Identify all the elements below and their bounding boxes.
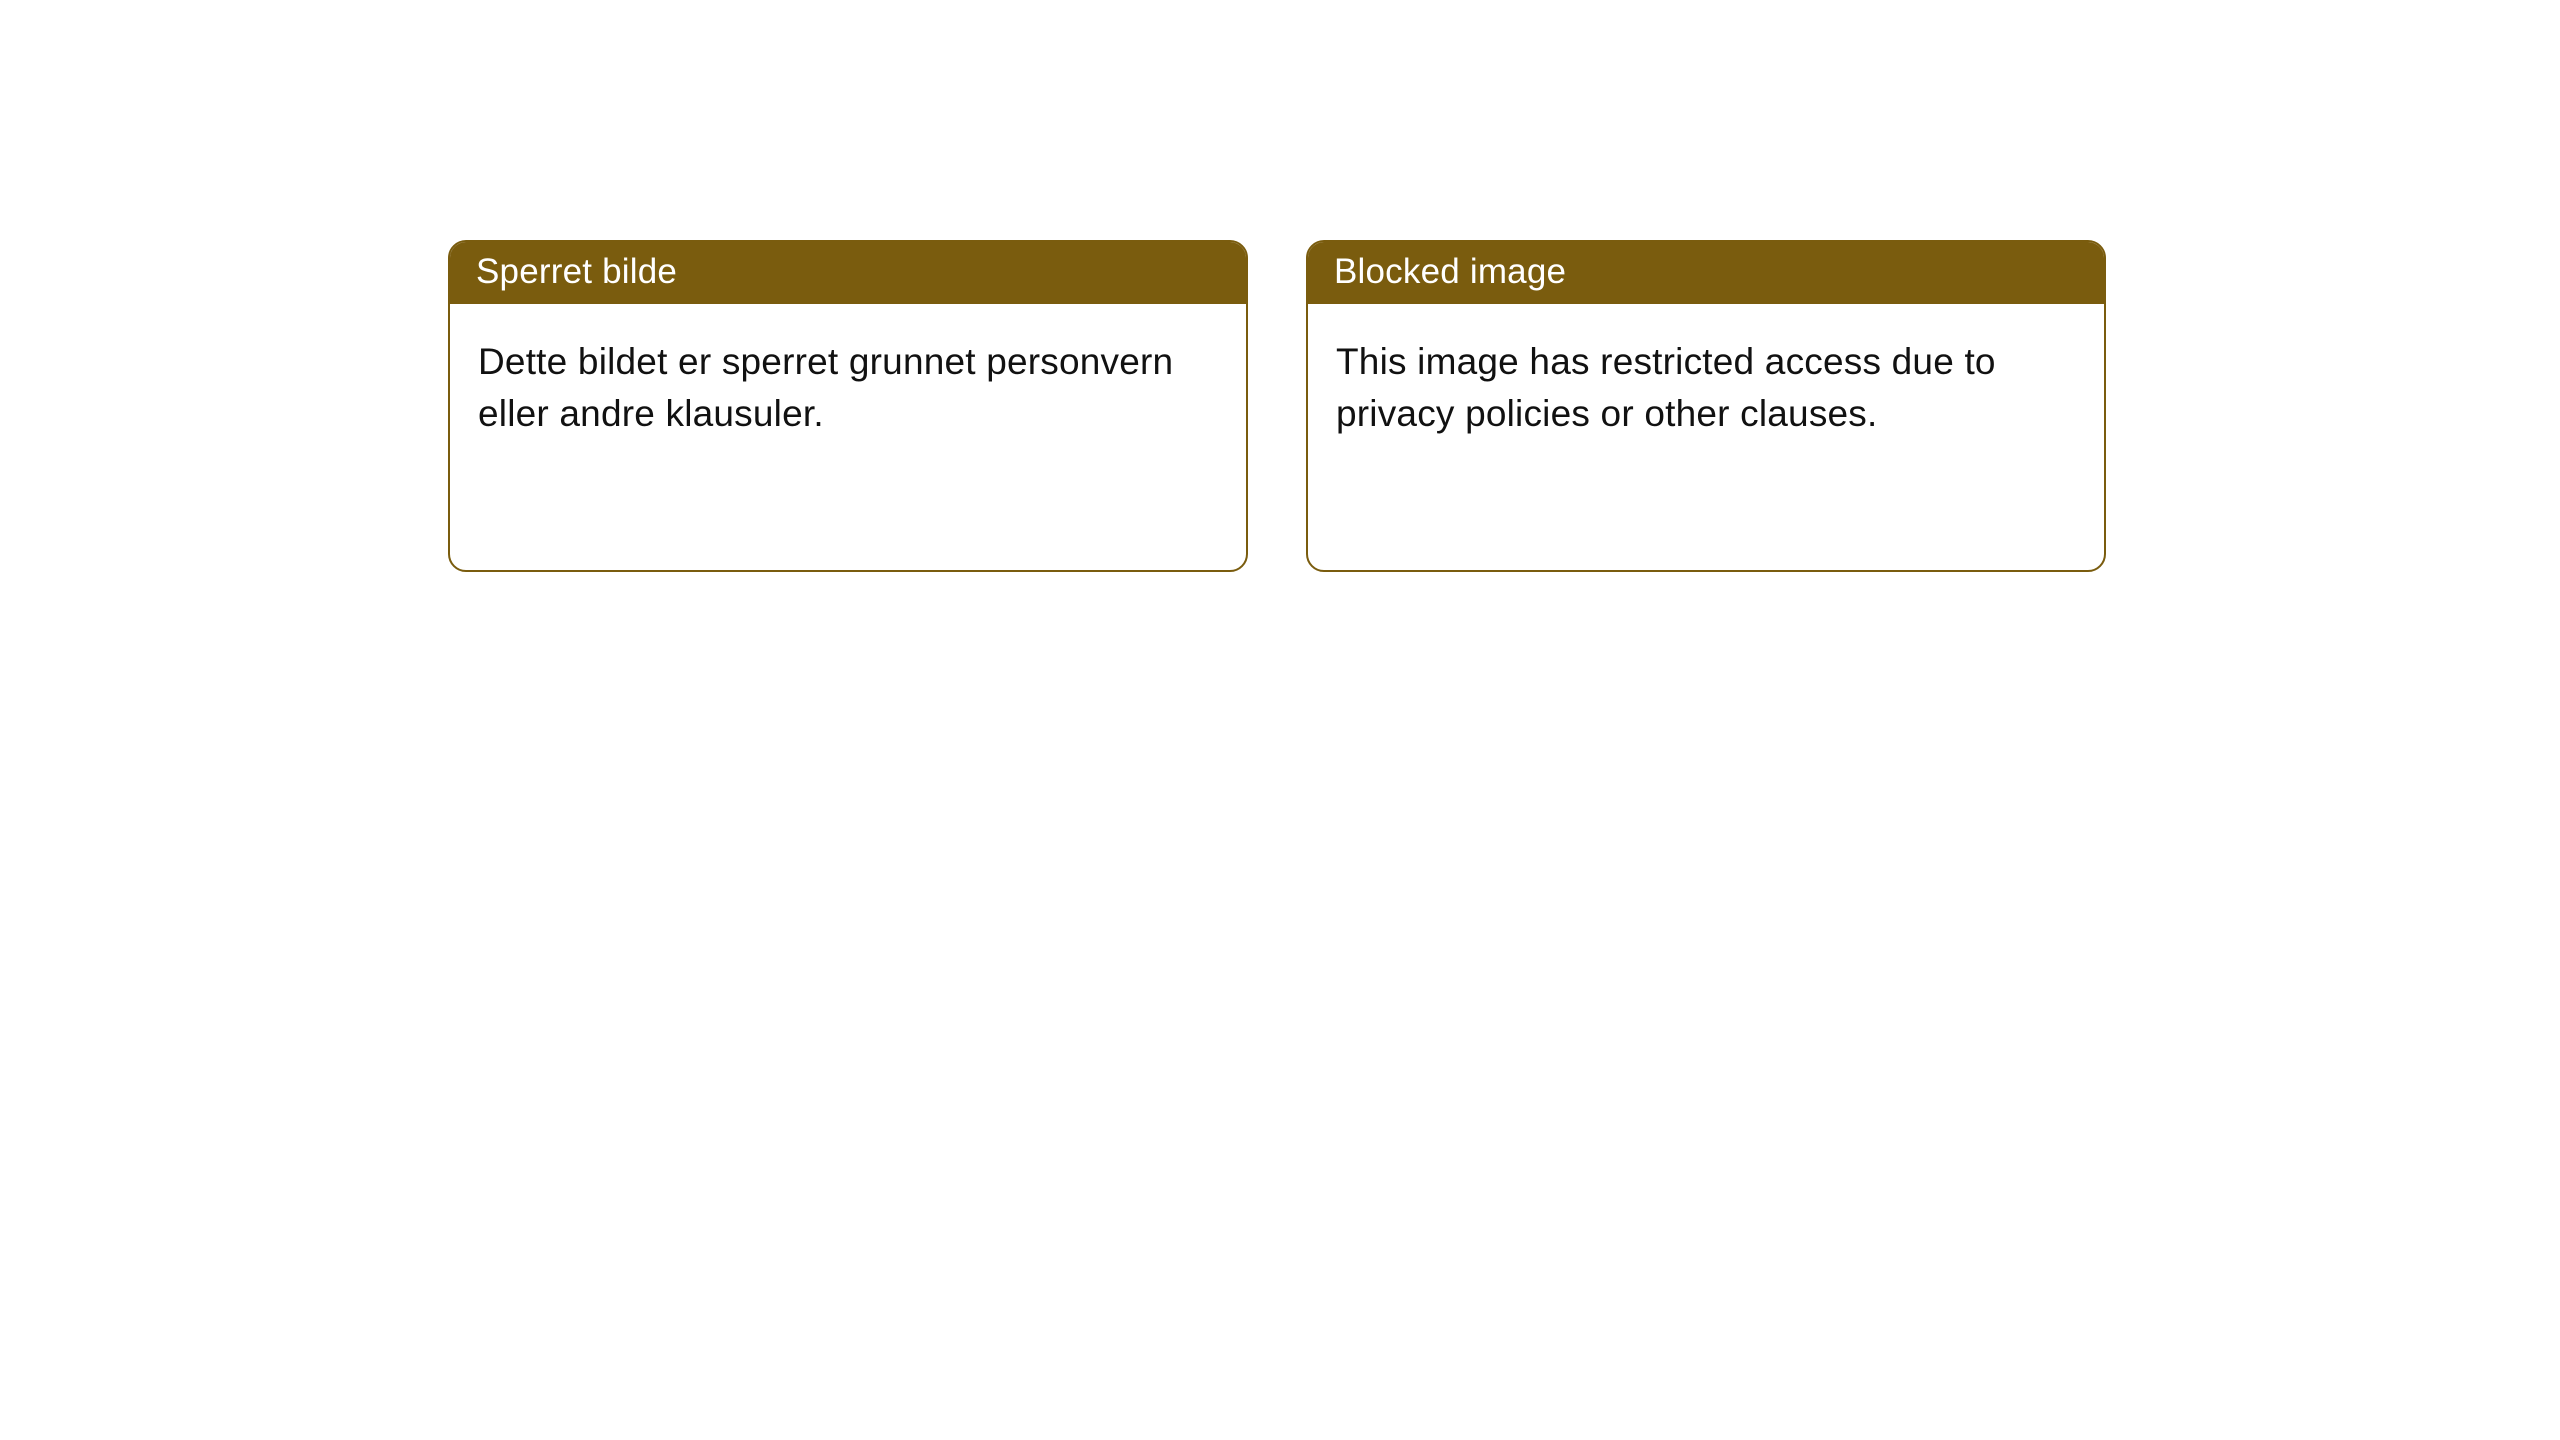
notice-card-no: Sperret bilde Dette bildet er sperret gr… — [448, 240, 1248, 572]
notice-body-no: Dette bildet er sperret grunnet personve… — [450, 304, 1246, 468]
notice-header-en: Blocked image — [1308, 242, 2104, 304]
notice-title-en: Blocked image — [1334, 252, 1566, 291]
notice-card-en: Blocked image This image has restricted … — [1306, 240, 2106, 572]
notice-header-no: Sperret bilde — [450, 242, 1246, 304]
notice-body-en: This image has restricted access due to … — [1308, 304, 2104, 468]
notice-text-en: This image has restricted access due to … — [1336, 341, 1996, 434]
notice-title-no: Sperret bilde — [476, 252, 677, 291]
notice-container: Sperret bilde Dette bildet er sperret gr… — [448, 240, 2106, 572]
notice-text-no: Dette bildet er sperret grunnet personve… — [478, 341, 1173, 434]
